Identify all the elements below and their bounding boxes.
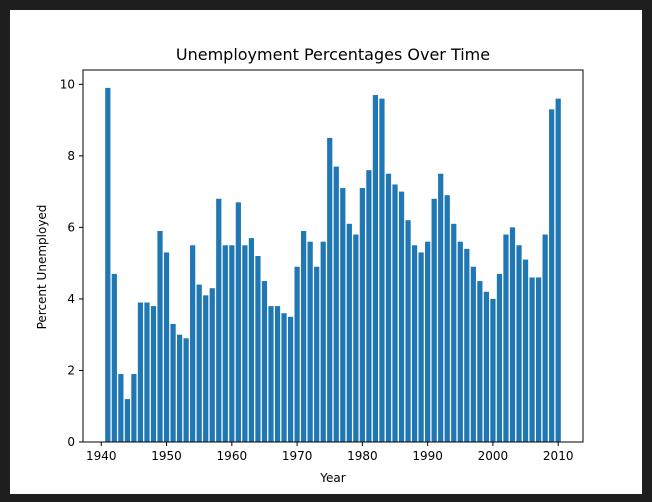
- bars-group: [105, 87, 561, 443]
- bar-1960: [229, 245, 235, 442]
- y-tick-label: 10: [60, 77, 75, 91]
- bar-1942: [111, 273, 117, 442]
- bar-1954: [190, 245, 196, 442]
- bar-1996: [464, 248, 470, 442]
- bar-1957: [209, 288, 215, 442]
- bar-1999: [483, 291, 490, 442]
- bar-1985: [392, 184, 398, 442]
- bar-2000: [490, 298, 496, 442]
- bar-1944: [124, 399, 130, 442]
- bar-1994: [451, 223, 457, 442]
- bar-1967: [274, 306, 281, 442]
- y-axis-ticks: 0 2 4 6 8 10: [60, 77, 83, 449]
- x-axis-ticks: 1940 1950 1960 1970 1980 1990 2000 2010: [86, 442, 573, 463]
- bar-1990: [425, 241, 431, 442]
- bar-1979: [353, 234, 359, 442]
- bar-1955: [196, 284, 202, 442]
- bar-1986: [398, 191, 405, 442]
- bar-1998: [477, 281, 483, 442]
- bar-1950: [163, 252, 170, 442]
- bar-2010: [555, 98, 561, 442]
- x-tick-label: 1960: [217, 449, 248, 463]
- bar-1987: [405, 220, 411, 442]
- bar-1983: [379, 98, 385, 442]
- x-tick-label: 2010: [543, 449, 574, 463]
- bar-1947: [144, 302, 150, 442]
- bar-1969: [287, 316, 294, 442]
- bar-1951: [170, 323, 176, 442]
- bar-1971: [301, 230, 307, 442]
- x-tick-label: 1980: [347, 449, 378, 463]
- bar-1978: [346, 223, 352, 442]
- x-tick-label: 1950: [151, 449, 182, 463]
- bar-1943: [118, 374, 124, 442]
- bar-1964: [255, 256, 261, 442]
- bar-2007: [536, 277, 542, 442]
- y-tick-label: 4: [67, 292, 75, 306]
- x-tick-label: 2000: [478, 449, 509, 463]
- bar-1997: [470, 266, 476, 442]
- y-tick-label: 8: [67, 149, 75, 163]
- bar-1972: [307, 241, 313, 442]
- bar-1984: [385, 173, 392, 442]
- bar-1953: [183, 338, 189, 442]
- bar-2006: [529, 277, 535, 442]
- bar-1977: [340, 188, 346, 442]
- chart-title: Unemployment Percentages Over Time: [176, 45, 490, 64]
- x-tick-label: 1940: [86, 449, 117, 463]
- plot-frame: [82, 69, 584, 443]
- bar-1974: [320, 241, 326, 442]
- bar-1968: [281, 313, 287, 442]
- bar-2004: [516, 245, 522, 442]
- bar-2003: [509, 227, 516, 442]
- bar-1962: [242, 245, 248, 442]
- bar-1965: [261, 281, 268, 442]
- bar-1948: [150, 306, 157, 442]
- y-tick-label: 2: [67, 363, 75, 377]
- bar-1992: [438, 173, 444, 442]
- bar-1989: [418, 252, 424, 442]
- bar-1975: [327, 137, 333, 442]
- x-tick-label: 1970: [282, 449, 313, 463]
- y-tick-label: 0: [67, 435, 75, 449]
- y-tick-label: 6: [67, 220, 75, 234]
- bar-1991: [431, 198, 437, 442]
- bar-2002: [503, 234, 509, 442]
- bar-2009: [549, 109, 555, 442]
- bar-1995: [457, 241, 463, 442]
- bar-1988: [411, 245, 418, 442]
- chart-figure: Unemployment Percentages Over Time 1940 1…: [10, 10, 642, 494]
- bar-1961: [235, 202, 241, 442]
- bar-1963: [248, 238, 255, 442]
- x-axis-label: Year: [319, 471, 345, 485]
- bar-1946: [137, 302, 144, 442]
- bar-1970: [294, 266, 300, 442]
- bar-1976: [333, 166, 339, 443]
- bar-1956: [203, 295, 209, 442]
- bar-1958: [216, 198, 222, 442]
- y-axis-label: Percent Unemployed: [35, 205, 49, 330]
- bar-2001: [496, 273, 503, 442]
- bar-1952: [176, 334, 183, 442]
- x-tick-label: 1990: [412, 449, 443, 463]
- bar-1982: [372, 95, 379, 443]
- bar-1981: [366, 170, 372, 442]
- bar-2005: [522, 259, 529, 442]
- bar-1973: [314, 266, 320, 442]
- bar-1959: [222, 245, 228, 442]
- bar-1945: [131, 374, 137, 442]
- bar-1966: [268, 306, 274, 442]
- bar-1980: [359, 188, 365, 442]
- chart-svg: Unemployment Percentages Over Time 1940 1…: [35, 45, 584, 485]
- bar-1941: [105, 87, 111, 442]
- bar-1949: [157, 230, 163, 442]
- bar-2008: [542, 234, 548, 442]
- bar-1993: [444, 195, 450, 442]
